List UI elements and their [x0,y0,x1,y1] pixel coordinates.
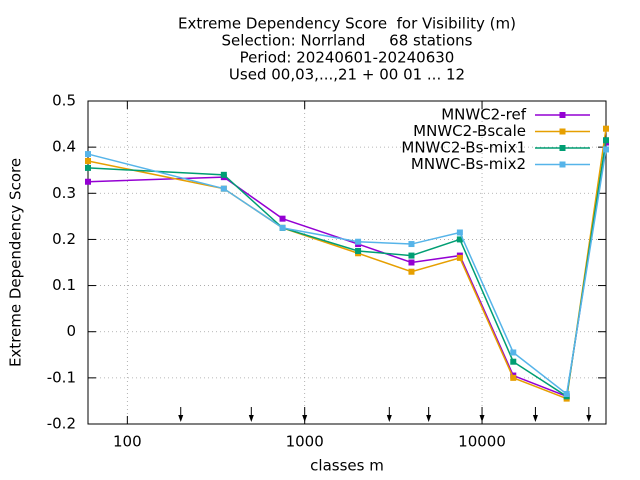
legend-swatch-point [559,112,566,118]
threshold-arrowhead [532,415,538,422]
data-point [456,229,463,236]
data-point [355,238,362,245]
data-point [355,247,362,254]
legend-swatch-point [559,128,566,135]
legend-label: MNWC-Bs-mix2 [411,155,526,173]
data-point [85,164,91,171]
data-point [563,391,570,398]
data-point [85,151,91,158]
series-line [87,142,607,398]
data-point [603,125,609,132]
threshold-arrowhead [248,415,254,422]
data-point [510,349,517,356]
data-point [220,171,227,178]
plot-border [87,100,607,425]
data-point [603,146,609,153]
y-axis-label: Extreme Dependency Score [7,158,25,367]
y-tick-label: 0.5 [52,92,76,110]
chart-title: Selection: Norrland 68 stations [222,32,473,50]
y-tick-label: -0.2 [47,415,76,433]
x-tick-label: 1000 [286,433,324,451]
y-tick-label: 0.1 [52,276,76,294]
chart-title: Used 00,03,...,21 + 00 01 ... 12 [229,66,465,84]
data-point [279,215,286,222]
legend-label: MNWC2-Bs-mix1 [401,139,526,157]
data-point [510,358,517,365]
legend-label: MNWC2-Bscale [413,122,526,140]
data-point [279,224,286,231]
data-point [408,259,415,266]
y-tick-label: -0.1 [47,368,76,386]
data-point [408,252,415,259]
threshold-arrowhead [302,415,308,422]
x-axis-label: classes m [310,457,384,475]
data-point [456,254,463,261]
y-tick-label: 0 [66,322,76,340]
x-tick-label: 10000 [458,433,506,451]
threshold-arrowhead [479,415,485,422]
data-point [220,185,227,192]
y-tick-label: 0.3 [52,184,76,202]
data-point [456,236,463,243]
legend-label: MNWC2-ref [441,106,526,124]
threshold-arrowhead [386,415,392,422]
series-line [87,128,607,400]
chart-title: Period: 20240601-20240630 [240,49,455,67]
data-point [85,178,91,185]
threshold-arrowhead [426,415,432,422]
data-point [85,157,91,164]
data-point [603,137,609,144]
data-point [408,241,415,248]
y-tick-label: 0.4 [52,138,76,156]
threshold-arrowhead [586,415,592,422]
y-tick-label: 0.2 [52,230,76,248]
threshold-arrowhead [178,415,184,422]
data-point [408,268,415,275]
series-line [87,149,607,396]
legend-swatch-point [559,161,566,168]
data-point [510,374,517,381]
chart-title: Extreme Dependency Score for Visibility … [178,15,516,33]
legend-swatch-point [559,145,566,151]
x-tick-label: 100 [113,433,142,451]
